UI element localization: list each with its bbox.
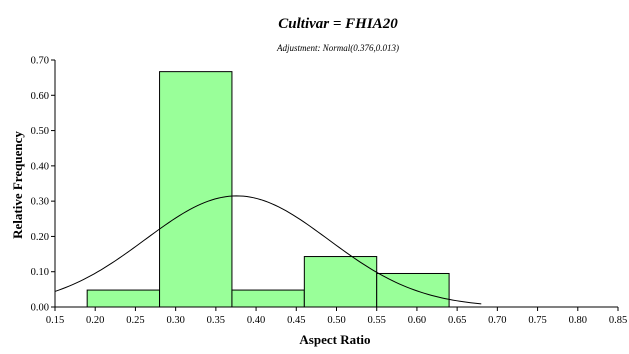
chart-title: Cultivar = FHIA20 bbox=[278, 16, 398, 32]
histogram-bar-1 bbox=[86, 289, 161, 308]
histogram-bar-2 bbox=[159, 71, 233, 308]
y-tick-label: 0.40 bbox=[31, 161, 49, 172]
x-tick-label: 0.15 bbox=[46, 315, 64, 326]
x-tick-label: 0.45 bbox=[287, 315, 305, 326]
x-tick-label: 0.60 bbox=[408, 315, 426, 326]
y-tick-label: 0.00 bbox=[31, 303, 49, 314]
x-tick-label: 0.65 bbox=[448, 315, 466, 326]
y-tick-label: 0.50 bbox=[31, 126, 49, 137]
y-tick-label: 0.70 bbox=[31, 56, 49, 67]
x-axis-label: Aspect Ratio bbox=[299, 332, 370, 347]
y-tick-label: 0.30 bbox=[31, 197, 49, 208]
chart-subtitle: Adjustment: Normal(0.376,0.013) bbox=[276, 43, 399, 53]
normal-fit-curve bbox=[54, 195, 482, 305]
y-axis-label: Relative Frequency bbox=[10, 131, 25, 239]
x-tick-label: 0.80 bbox=[569, 315, 587, 326]
x-tick-label: 0.30 bbox=[166, 315, 184, 326]
y-axis-ticks: 0.00 0.10 0.20 0.30 0.40 0.50 0.60 0.70 bbox=[31, 56, 55, 314]
x-tick-label: 0.55 bbox=[368, 315, 386, 326]
x-tick-label: 0.25 bbox=[126, 315, 144, 326]
y-tick-label: 0.20 bbox=[31, 232, 49, 243]
y-tick-label: 0.60 bbox=[31, 91, 49, 102]
x-tick-label: 0.35 bbox=[207, 315, 225, 326]
x-tick-label: 0.40 bbox=[247, 315, 265, 326]
x-tick-label: 0.70 bbox=[488, 315, 506, 326]
x-tick-label: 0.20 bbox=[86, 315, 104, 326]
x-tick-label: 0.50 bbox=[327, 315, 345, 326]
y-tick-label: 0.10 bbox=[31, 267, 49, 278]
x-tick-label: 0.85 bbox=[609, 315, 627, 326]
bars-group bbox=[86, 71, 450, 308]
x-tick-label: 0.75 bbox=[528, 315, 546, 326]
histogram-bar-4 bbox=[303, 256, 378, 308]
x-axis-ticks: 0.15 0.20 0.25 0.30 0.35 0.40 0.45 0.50 0.55 0.60… bbox=[46, 307, 627, 326]
histogram-bar-3 bbox=[231, 289, 305, 308]
